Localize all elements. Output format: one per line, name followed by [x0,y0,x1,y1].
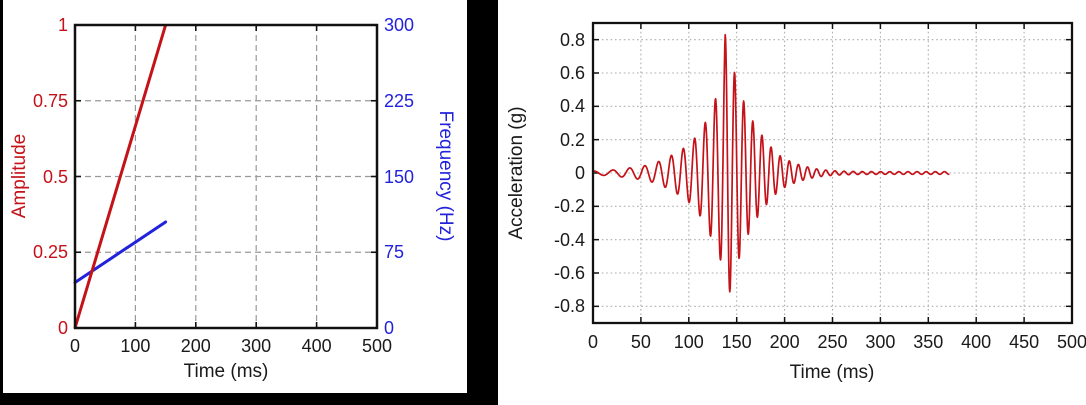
left-chart-yright-tick-label: 150 [384,166,415,187]
acceleration-waveform [592,33,950,293]
plot-frame [73,23,379,330]
right-chart-x-tick-label: 200 [769,332,800,352]
black-bottom-bar [0,393,498,405]
right-chart-x-tick-label: 0 [587,332,599,352]
right-chart-y-tick-label: 0.8 [559,29,585,50]
right-chart-y-tick-label: -0.6 [553,263,585,283]
right-chart-x-tick-label: 450 [1009,332,1040,352]
right-chart-y-tick-label: 0.6 [559,63,585,83]
left-chart-yleft-tick-label: 0.25 [32,242,68,263]
time-axis-label-left: Time (ms) [183,361,269,382]
left-chart-yleft-tick-label: 0.75 [32,90,68,111]
right-chart-y-tick-label: -0.4 [553,229,585,250]
left-chart-x-tick-label: 100 [120,336,151,356]
left-chart-yright-tick-label: 225 [384,90,415,111]
sweep-profile-chart [73,23,379,330]
amplitude-line [73,24,168,329]
left-chart-x-tick-label: 400 [301,336,332,356]
black-divider-band [467,0,498,405]
right-chart-y-tick-label: 0.2 [559,129,585,150]
left-chart-yright-tick-label: 300 [384,15,415,35]
left-chart-yright-tick-label: 75 [384,242,405,263]
right-chart-x-tick-label: 350 [913,332,944,352]
left-chart-x-tick-label: 500 [361,336,393,356]
amplitude-axis-label: Amplitude [9,133,30,219]
right-chart-x-tick-label: 50 [630,332,651,352]
right-chart-x-tick-label: 250 [817,332,848,352]
left-chart-x-tick-label: 200 [180,336,211,356]
acceleration-record-chart [591,21,1074,325]
right-chart-y-tick-label: 0.4 [559,96,585,117]
right-chart-x-tick-label: 400 [961,332,992,352]
left-chart-x-tick-label: 300 [241,336,272,356]
right-chart-x-tick-label: 100 [673,332,704,352]
left-chart-x-tick-label: 0 [69,336,81,356]
left-chart-yleft-tick-label: 0 [57,318,68,338]
time-axis-label-right: Time (ms) [789,362,875,383]
right-chart-y-tick-label: -0.2 [553,196,585,217]
acceleration-axis-label: Acceleration (g) [506,106,527,240]
black-left-edge-band [0,0,3,405]
right-chart-x-tick-label: 300 [865,332,896,352]
right-chart-y-tick-label: -0.8 [553,296,585,317]
plot-frame [591,21,1074,325]
left-chart-yleft-tick-label: 1 [57,15,68,35]
frequency-axis-label: Frequency (Hz) [435,110,456,242]
right-chart-y-tick-label: 0 [574,163,585,183]
left-chart-yright-tick-label: 0 [384,318,395,338]
left-chart-yleft-tick-label: 0.5 [42,166,68,187]
right-chart-x-tick-label: 500 [1056,332,1086,352]
right-chart-x-tick-label: 150 [721,332,752,352]
